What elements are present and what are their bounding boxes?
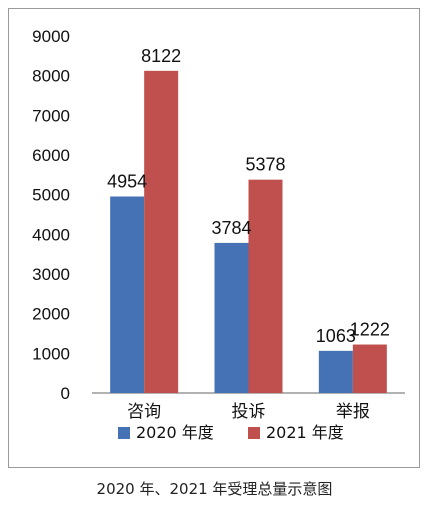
bar-投诉-0 [214,242,249,393]
y-tick-label: 4000 [32,225,70,244]
category-labels: 咨询 投诉 举报 [127,402,370,422]
y-tick-label: 6000 [32,146,70,165]
y-tick-label: 8000 [32,67,70,86]
bar-举报-1 [352,344,387,393]
chart-caption: 2020 年、2021 年受理总量示意图 [96,480,333,498]
bar-投诉-1 [248,179,283,393]
category-label: 投诉 [232,402,266,422]
legend-swatch [248,427,260,439]
y-tick-label: 5000 [32,186,70,205]
bar-举报-0 [318,350,353,393]
y-tick-label: 3000 [32,265,70,284]
data-label: 1222 [350,320,390,340]
bar-咨询-0 [110,196,145,393]
legend: 2020 年度 2021 年度 [118,423,344,442]
category-label: 举报 [336,402,370,422]
legend-label: 2020 年度 [136,423,214,442]
y-tick-label: 1000 [32,344,70,363]
y-tick-label: 2000 [32,305,70,324]
bars [110,70,387,393]
chart-frame [8,8,420,468]
y-tick-label: 0 [61,384,70,403]
data-label: 4954 [107,171,147,191]
legend-label: 2021 年度 [266,423,344,442]
data-label: 5378 [245,155,285,175]
data-label: 1063 [316,326,356,346]
category-label: 咨询 [127,402,161,422]
y-tick-label: 9000 [32,27,70,46]
data-label: 8122 [141,46,181,66]
legend-swatch [118,427,130,439]
data-label: 3784 [211,218,251,238]
bar-咨询-1 [144,70,179,393]
y-axis-ticks: 0 1000 2000 3000 4000 5000 6000 7000 8000 9000 [32,27,70,403]
y-tick-label: 7000 [32,106,70,125]
